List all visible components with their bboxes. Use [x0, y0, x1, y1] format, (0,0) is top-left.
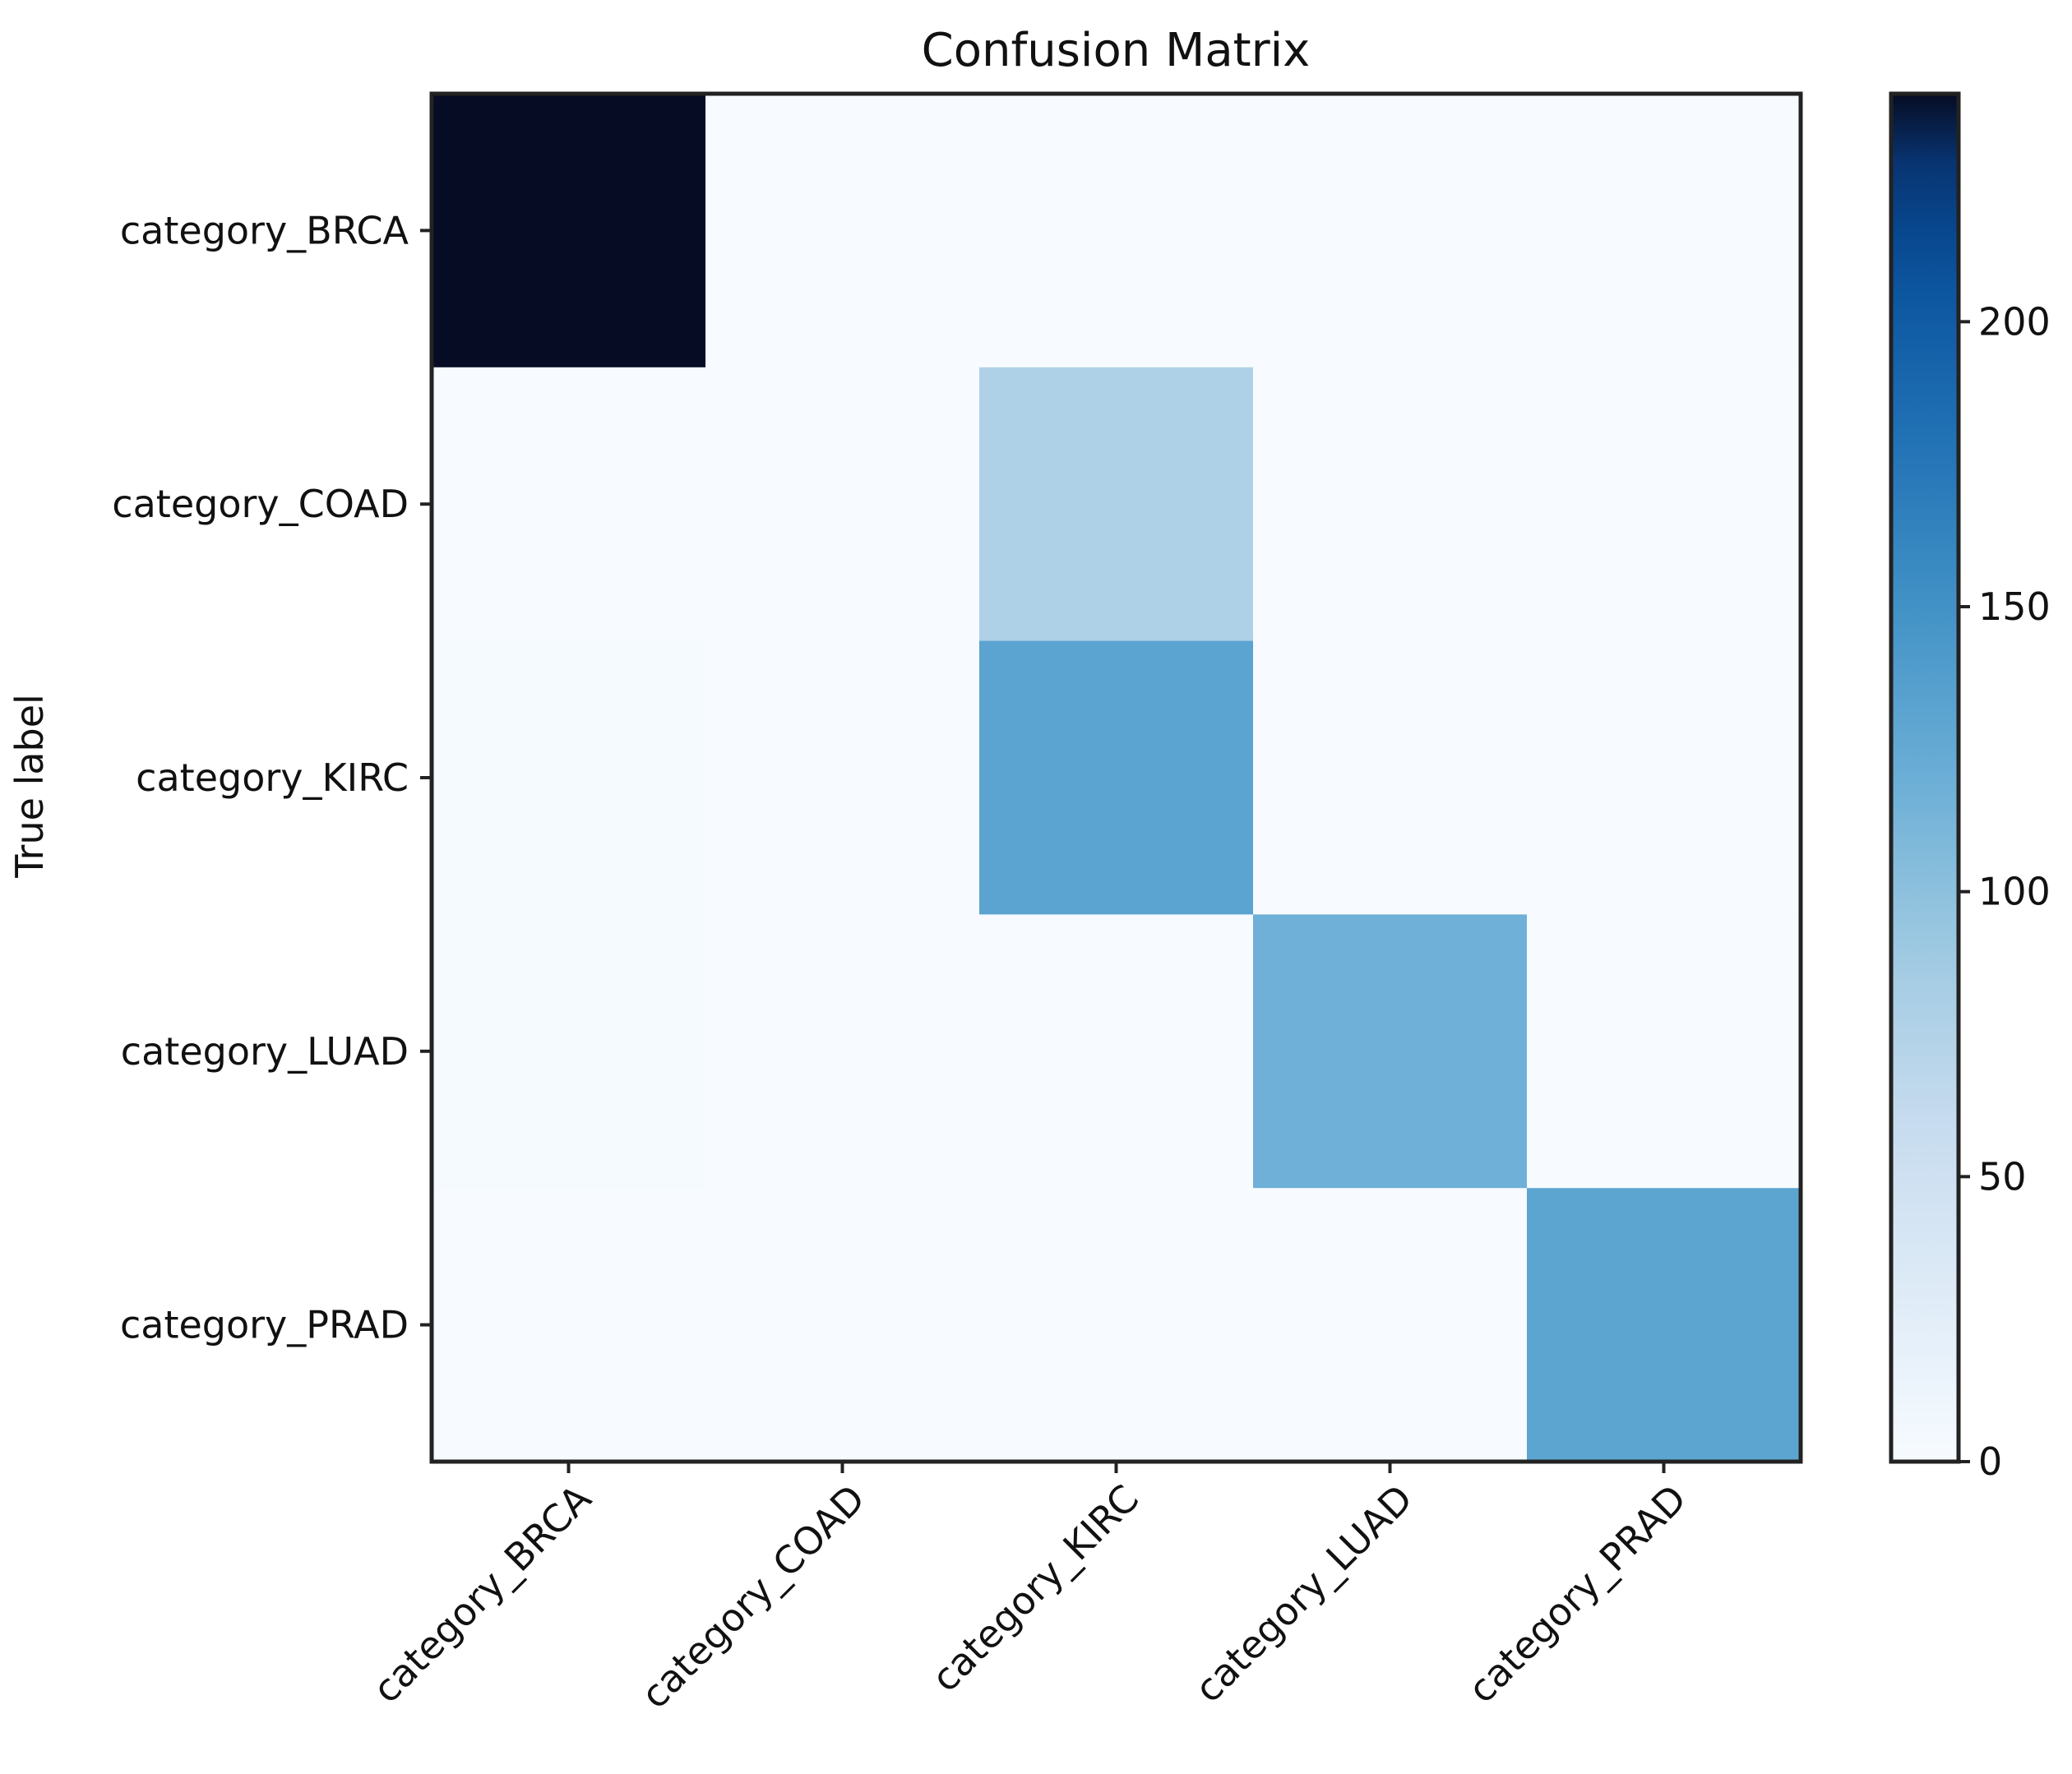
heatmap-cell: [1253, 914, 1528, 1189]
heatmap-cell: [979, 367, 1254, 642]
colorbar-tick-label: 50: [1978, 1154, 2027, 1199]
heatmap-cell: [979, 1188, 1254, 1462]
y-tick-label: category_BRCA: [120, 208, 409, 252]
heatmap-cell: [979, 914, 1254, 1189]
heatmap-cell: [1527, 367, 1801, 642]
y-tick-label: category_COAD: [112, 482, 409, 526]
x-tick-label: category_PRAD: [1459, 1476, 1695, 1712]
heatmap-cell: [979, 640, 1254, 915]
heatmap-cell: [1253, 1188, 1528, 1462]
colorbar-tick-label: 0: [1978, 1439, 2002, 1484]
y-tick-label: category_KIRC: [136, 755, 409, 800]
colorbar-ticks: 0 50 100 150 200: [1959, 299, 2051, 1484]
heatmap-cell: [1253, 367, 1528, 642]
heatmap-cell: [1527, 1188, 1801, 1462]
heatmap-cell: [705, 1188, 980, 1462]
chart-title: Confusion Matrix: [922, 24, 1311, 77]
y-tick-label: category_PRAD: [120, 1303, 409, 1347]
heatmap-cell: [1253, 94, 1528, 368]
heatmap-cell: [1527, 640, 1801, 915]
heatmap-cell: [705, 367, 980, 642]
heatmap-cell: [705, 640, 980, 915]
heatmap-cell: [1527, 914, 1801, 1189]
heatmap-cells: [432, 94, 1801, 1462]
y-axis-ticks: category_BRCA category_COAD category_KIRCc…: [112, 208, 432, 1347]
heatmap-cell: [432, 1188, 706, 1462]
x-tick-label: category_LUAD: [1186, 1476, 1421, 1712]
heatmap-cell: [1527, 94, 1801, 368]
colorbar-tick-label: 150: [1978, 584, 2051, 629]
heatmap-cell: [979, 94, 1254, 368]
colorbar-tick-label: 100: [1978, 870, 2051, 914]
colorbar-tick-label: 200: [1978, 299, 2051, 344]
heatmap-cell: [705, 94, 980, 368]
x-tick-label: category_BRCA: [364, 1476, 600, 1712]
colorbar: [1889, 91, 1961, 1464]
x-tick-label: category_COAD: [632, 1476, 873, 1717]
x-tick-label: category_KIRC: [923, 1476, 1147, 1701]
heatmap-cell: [432, 914, 706, 1189]
heatmap-cell: [432, 640, 706, 915]
x-axis-ticks: category_BRCA category_COAD category_KIRC c…: [364, 1462, 1695, 1717]
heatmap-cell: [1253, 640, 1528, 915]
heatmap-cell: [432, 367, 706, 642]
heatmap-cell: [432, 94, 706, 368]
y-tick-label: category_LUAD: [121, 1029, 409, 1074]
heatmap-cell: [705, 914, 980, 1189]
y-axis-label: True label: [7, 694, 52, 879]
